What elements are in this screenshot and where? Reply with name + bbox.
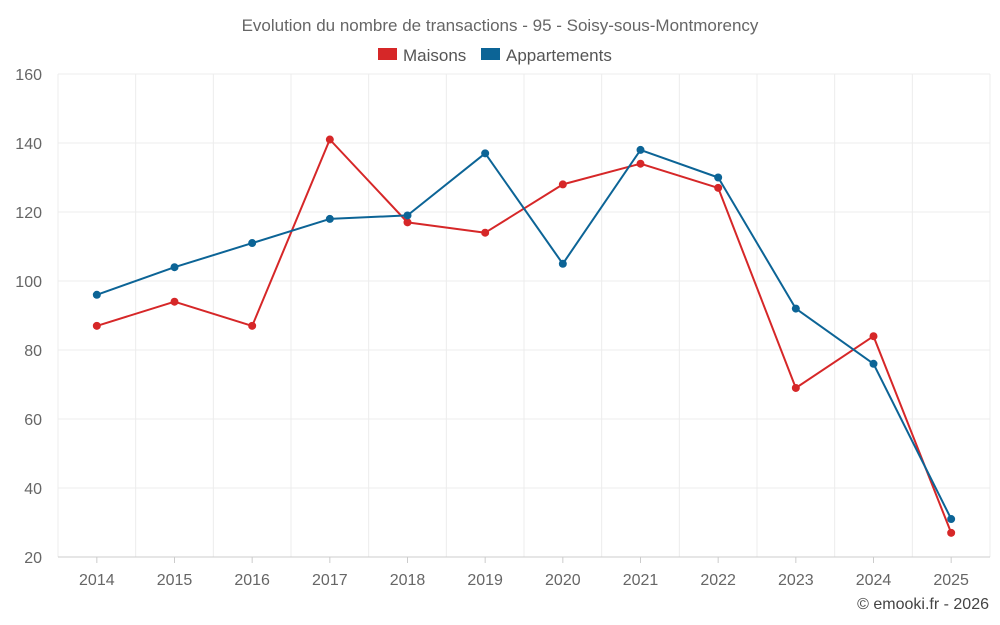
data-point-appartements[interactable] xyxy=(791,304,800,313)
data-point-maisons[interactable] xyxy=(947,528,956,537)
y-tick-label: 160 xyxy=(15,67,42,84)
x-tick-label: 2016 xyxy=(234,572,270,589)
data-point-appartements[interactable] xyxy=(170,263,179,272)
data-point-appartements[interactable] xyxy=(481,149,490,158)
data-point-maisons[interactable] xyxy=(325,135,334,144)
x-tick-label: 2020 xyxy=(545,572,581,589)
data-point-maisons[interactable] xyxy=(558,180,567,189)
y-tick-label: 100 xyxy=(15,274,42,291)
grid xyxy=(57,73,991,557)
data-point-maisons[interactable] xyxy=(714,183,723,192)
data-point-appartements[interactable] xyxy=(714,173,723,182)
legend-item-appartements[interactable]: Appartements xyxy=(481,46,612,65)
x-tick-label: 2024 xyxy=(856,572,892,589)
legend-label-maisons: Maisons xyxy=(403,46,466,65)
x-tick-label: 2019 xyxy=(467,572,503,589)
data-point-appartements[interactable] xyxy=(325,214,334,223)
data-point-maisons[interactable] xyxy=(92,321,101,330)
data-point-appartements[interactable] xyxy=(869,359,878,368)
x-tick-label: 2022 xyxy=(700,572,736,589)
data-point-maisons[interactable] xyxy=(636,159,645,168)
y-tick-label: 120 xyxy=(15,205,42,222)
data-point-appartements[interactable] xyxy=(92,290,101,299)
y-tick-label: 20 xyxy=(24,550,42,567)
data-point-appartements[interactable] xyxy=(947,515,956,524)
legend: Maisons Appartements xyxy=(378,46,612,65)
data-point-appartements[interactable] xyxy=(403,211,412,220)
data-point-maisons[interactable] xyxy=(791,383,800,392)
x-tick-label: 2023 xyxy=(778,572,814,589)
x-tick-label: 2015 xyxy=(157,572,193,589)
x-tick-label: 2025 xyxy=(933,572,969,589)
series-line-appartements xyxy=(96,148,953,520)
y-tick-label: 60 xyxy=(24,412,42,429)
chart-title: Evolution du nombre de transactions - 95… xyxy=(242,16,759,35)
credit-text: © emooki.fr - 2026 xyxy=(857,596,989,613)
data-point-maisons[interactable] xyxy=(481,228,490,237)
x-tick-label: 2021 xyxy=(623,572,659,589)
legend-swatch-appartements xyxy=(481,48,500,60)
series xyxy=(92,135,956,537)
y-tick-label: 140 xyxy=(15,136,42,153)
data-point-appartements[interactable] xyxy=(558,259,567,268)
y-tick-label: 40 xyxy=(24,481,42,498)
data-point-maisons[interactable] xyxy=(170,297,179,306)
legend-label-appartements: Appartements xyxy=(506,46,612,65)
data-point-appartements[interactable] xyxy=(636,145,645,154)
series-appartements xyxy=(92,145,956,524)
x-tick-label: 2017 xyxy=(312,572,348,589)
y-tick-label: 80 xyxy=(24,343,42,360)
x-tick-label: 2018 xyxy=(390,572,426,589)
data-point-maisons[interactable] xyxy=(403,218,412,227)
legend-swatch-maisons xyxy=(378,48,397,60)
axes: 20 40 60 80 100 120 140 160 2014 2015 2016 2017 2018… xyxy=(15,67,990,589)
data-point-appartements[interactable] xyxy=(248,239,257,248)
data-point-maisons[interactable] xyxy=(869,332,878,341)
legend-item-maisons[interactable]: Maisons xyxy=(378,46,466,65)
data-point-maisons[interactable] xyxy=(248,321,257,330)
x-tick-label: 2014 xyxy=(79,572,115,589)
